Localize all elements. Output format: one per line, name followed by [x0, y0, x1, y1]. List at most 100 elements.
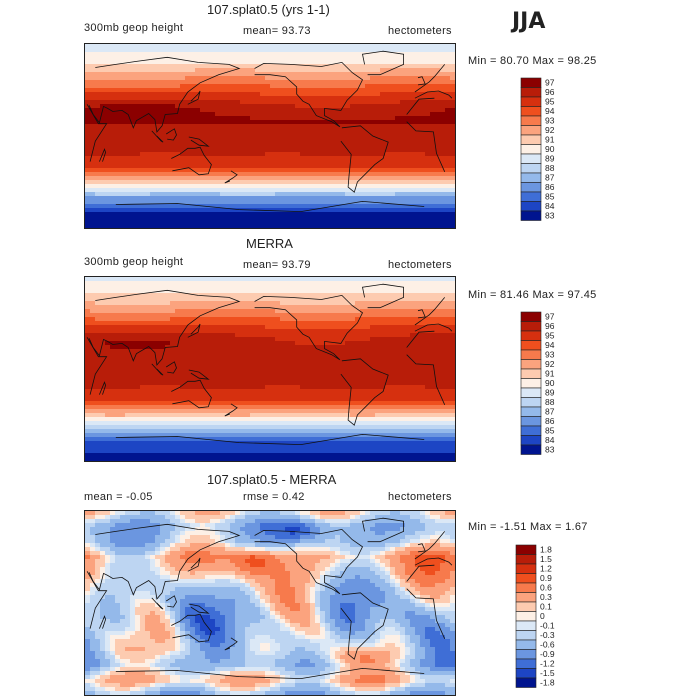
field-cell	[400, 132, 406, 137]
field-cell	[330, 224, 336, 228]
field-cell	[195, 112, 201, 117]
field-cell	[95, 301, 101, 306]
field-cell	[385, 293, 391, 298]
field-cell	[140, 140, 146, 145]
field-cell	[130, 148, 136, 153]
field-cell	[420, 180, 426, 185]
field-cell	[125, 136, 131, 141]
field-cell	[335, 164, 341, 169]
field-cell	[185, 116, 191, 121]
field-cell	[220, 341, 226, 346]
field-cell	[310, 140, 316, 145]
field-cell	[135, 44, 141, 49]
field-cell	[390, 220, 396, 225]
field-cell	[165, 192, 171, 197]
field-cell	[360, 317, 366, 322]
field-cell	[340, 56, 346, 61]
field-cell	[300, 160, 306, 165]
field-cell	[365, 120, 371, 125]
field-cell	[120, 152, 126, 157]
field-cell	[335, 293, 341, 298]
field-cell	[285, 301, 291, 306]
field-cell	[320, 124, 326, 129]
field-cell	[430, 277, 436, 282]
field-cell	[395, 164, 401, 169]
field-cell	[95, 289, 101, 294]
field-cell	[405, 196, 411, 201]
field-cell	[410, 184, 416, 189]
field-cell	[235, 160, 241, 165]
field-cell	[95, 128, 101, 133]
field-cell	[350, 289, 356, 294]
field-cell	[370, 313, 376, 318]
field-cell	[85, 96, 91, 101]
field-cell	[290, 325, 296, 330]
field-cell	[365, 52, 371, 57]
field-cell	[260, 72, 266, 77]
field-cell	[250, 80, 256, 85]
field-cell	[105, 76, 111, 81]
field-cell	[405, 301, 411, 306]
field-cell	[350, 341, 356, 346]
field-cell	[245, 188, 251, 193]
field-cell	[410, 333, 416, 338]
field-cell	[340, 172, 346, 177]
field-cell	[195, 136, 201, 141]
field-cell	[415, 345, 421, 350]
field-cell	[360, 345, 366, 350]
field-cell	[260, 293, 266, 298]
field-cell	[160, 80, 166, 85]
field-cell	[335, 208, 341, 213]
field-cell	[300, 216, 306, 221]
field-cell	[225, 156, 231, 161]
field-cell	[380, 192, 386, 197]
field-cell	[270, 52, 276, 57]
field-cell	[305, 124, 311, 129]
field-cell	[120, 124, 126, 129]
field-cell	[220, 140, 226, 145]
field-cell	[365, 353, 371, 358]
field-cell	[325, 224, 331, 228]
field-cell	[175, 289, 181, 294]
field-cell	[425, 305, 431, 310]
field-cell	[255, 216, 261, 221]
field-cell	[190, 84, 196, 89]
field-cell	[445, 156, 451, 161]
field-cell	[345, 289, 351, 294]
field-cell	[210, 168, 216, 173]
field-cell	[115, 124, 121, 129]
field-cell	[360, 100, 366, 105]
field-cell	[300, 56, 306, 61]
field-cell	[305, 297, 311, 302]
field-cell	[205, 56, 211, 61]
field-cell	[170, 204, 176, 209]
field-cell	[115, 152, 121, 157]
field-cell	[425, 313, 431, 318]
field-cell	[365, 341, 371, 346]
field-cell	[365, 48, 371, 53]
field-cell	[330, 92, 336, 97]
field-cell	[175, 329, 181, 334]
field-cell	[220, 313, 226, 318]
field-cell	[275, 176, 281, 181]
field-cell	[450, 305, 455, 310]
field-cell	[110, 216, 116, 221]
field-cell	[200, 136, 206, 141]
field-cell	[245, 84, 251, 89]
field-cell	[100, 72, 106, 77]
field-cell	[415, 128, 421, 133]
field-cell	[270, 277, 276, 282]
field-cell	[280, 277, 286, 282]
field-cell	[210, 224, 216, 228]
field-cell	[185, 200, 191, 205]
field-cell	[95, 156, 101, 161]
field-cell	[255, 124, 261, 129]
field-cell	[260, 144, 266, 149]
field-cell	[400, 116, 406, 121]
field-cell	[215, 172, 221, 177]
field-cell	[325, 337, 331, 342]
colorbar-swatch	[520, 134, 542, 145]
field-cell	[180, 184, 186, 189]
field-cell	[170, 317, 176, 322]
field-cell	[185, 192, 191, 197]
